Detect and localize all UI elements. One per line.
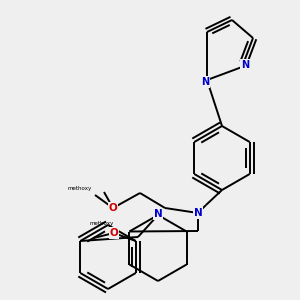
Text: N: N	[201, 77, 209, 87]
Text: methoxy: methoxy	[90, 221, 114, 226]
Text: N: N	[194, 208, 202, 218]
Text: N: N	[241, 60, 249, 70]
Text: methoxy: methoxy	[68, 186, 92, 191]
Text: O: O	[109, 203, 117, 213]
Text: O: O	[109, 228, 118, 238]
Text: N: N	[154, 209, 162, 219]
